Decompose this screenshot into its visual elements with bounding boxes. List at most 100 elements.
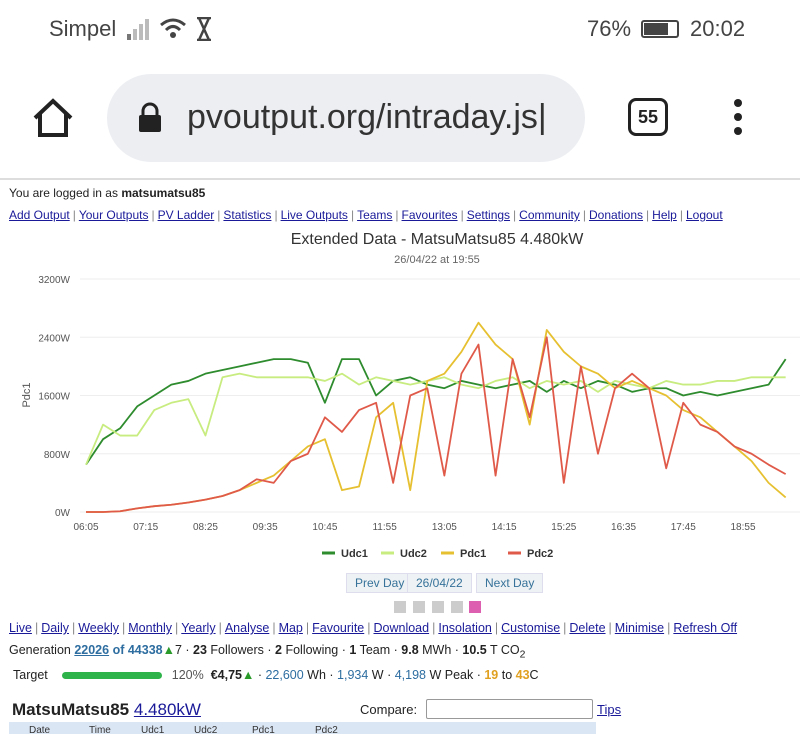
- separator: |: [582, 208, 586, 222]
- separator: |: [350, 208, 355, 222]
- link-yearly[interactable]: Yearly: [181, 621, 216, 635]
- status-bar: Simpel 76% 20:02: [0, 0, 800, 58]
- separator: |: [679, 208, 683, 222]
- separator: |: [272, 621, 276, 635]
- link-download[interactable]: Download: [373, 621, 430, 635]
- y-tick-label: 0W: [55, 508, 71, 519]
- prev-day-button[interactable]: Prev Day: [346, 573, 414, 593]
- separator: |: [667, 621, 671, 635]
- y-tick-label: 3200W: [38, 275, 70, 286]
- address-bar[interactable]: pvoutput.org/intraday.js|: [107, 74, 585, 162]
- separator: |: [122, 621, 126, 635]
- x-tick-label: 18:55: [730, 522, 755, 533]
- x-tick-label: 09:35: [253, 522, 278, 533]
- x-tick-label: 11:55: [372, 522, 397, 533]
- separator: |: [305, 621, 310, 635]
- tab-switcher-button[interactable]: 55: [628, 98, 668, 136]
- up-arrow-icon: ▲: [162, 643, 175, 657]
- separator: |: [367, 621, 371, 635]
- separator: |: [217, 208, 221, 222]
- carrier: Simpel: [49, 16, 117, 41]
- col-date: Date: [29, 725, 51, 736]
- nav-link-live-outputs[interactable]: Live Outputs: [280, 208, 348, 222]
- battery-icon: [641, 20, 679, 38]
- series-line-pdc2: [86, 336, 787, 513]
- target-stats: Target 120% €4,75▲ · 22,600 Wh · 1,934 W …: [13, 668, 539, 682]
- table-header: Date Time Udc1 Udc2 Pdc1 Pdc2: [9, 722, 596, 736]
- separator: |: [563, 621, 567, 635]
- page-dot-active[interactable]: [469, 601, 481, 613]
- nav-link-help[interactable]: Help: [652, 208, 677, 222]
- link-delete[interactable]: Delete: [569, 621, 606, 635]
- separator: |: [395, 208, 399, 222]
- series-line-pdc1: [86, 321, 787, 513]
- hourglass-icon: [197, 17, 211, 41]
- login-info: You are logged in as matsumatsu85: [9, 186, 206, 200]
- col-time: Time: [89, 725, 111, 736]
- link-favourite[interactable]: Favourite: [312, 621, 365, 635]
- separator: |: [513, 208, 517, 222]
- y-tick-label: 1600W: [38, 392, 70, 403]
- lock-icon: [139, 102, 161, 132]
- tips-link[interactable]: Tips: [597, 702, 622, 717]
- separator: |: [646, 208, 650, 222]
- col-pdc1: Pdc1: [252, 725, 275, 736]
- link-monthly[interactable]: Monthly: [128, 621, 173, 635]
- date-button[interactable]: 26/04/22: [407, 573, 472, 593]
- y-tick-label: 2400W: [38, 333, 70, 344]
- chart-title: Extended Data - MatsuMatsu85 4.480kW: [290, 231, 584, 248]
- home-icon[interactable]: [32, 98, 74, 138]
- compare-input[interactable]: [426, 699, 593, 719]
- link-customise[interactable]: Customise: [501, 621, 561, 635]
- rank-link[interactable]: 22026: [74, 643, 110, 657]
- x-tick-label: 15:25: [551, 522, 576, 533]
- system-heading: MatsuMatsu85 4.480kW: [12, 700, 201, 719]
- x-tick-label: 13:05: [432, 522, 457, 533]
- page-dot[interactable]: [413, 601, 425, 613]
- link-live[interactable]: Live: [9, 621, 32, 635]
- system-size-link[interactable]: 4.480kW: [133, 700, 201, 719]
- nav-link-settings[interactable]: Settings: [466, 208, 511, 222]
- browser-toolbar: pvoutput.org/intraday.js| 55: [0, 58, 800, 180]
- link-refresh-off[interactable]: Refresh Off: [673, 621, 738, 635]
- legend-label-pdc1: Pdc1: [460, 548, 486, 560]
- link-analyse[interactable]: Analyse: [224, 621, 270, 635]
- next-day-button[interactable]: Next Day: [476, 573, 544, 593]
- intraday-chart: 0W 800W 1600W 2400W 3200W 06:05 07:15 08:25 09:3…: [21, 275, 800, 560]
- page-dot[interactable]: [432, 601, 444, 613]
- chart-subtitle: 26/04/22 at 19:55: [394, 254, 480, 266]
- separator: |: [494, 621, 499, 635]
- link-daily[interactable]: Daily: [41, 621, 69, 635]
- nav-link-statistics[interactable]: Statistics: [223, 208, 272, 222]
- series-line-udc2: [85, 372, 786, 466]
- x-tick-label: 17:45: [671, 522, 696, 533]
- page-dot[interactable]: [451, 601, 463, 613]
- menu-icon[interactable]: [732, 98, 744, 138]
- compare-label: Compare:: [360, 702, 418, 717]
- nav-link-logout[interactable]: Logout: [685, 208, 723, 222]
- x-tick-label: 06:05: [73, 522, 98, 533]
- signal-icon: [127, 19, 149, 40]
- link-insolation[interactable]: Insolation: [438, 621, 492, 635]
- clock: 20:02: [690, 16, 746, 41]
- nav-link-donations[interactable]: Donations: [588, 208, 644, 222]
- link-map[interactable]: Map: [278, 621, 303, 635]
- nav-link-teams[interactable]: Teams: [357, 208, 393, 222]
- y-axis-label: Pdc1: [21, 382, 33, 407]
- col-udc2: Udc2: [194, 725, 218, 736]
- page-dot[interactable]: [394, 601, 406, 613]
- y-tick-label: 800W: [44, 450, 71, 461]
- link-minimise[interactable]: Minimise: [614, 621, 665, 635]
- nav-link-pv-ladder[interactable]: PV Ladder: [157, 208, 215, 222]
- nav-link-favourites[interactable]: Favourites: [401, 208, 458, 222]
- url-text[interactable]: pvoutput.org/intraday.js|: [187, 98, 547, 136]
- nav-link-add-output[interactable]: Add Output: [9, 208, 70, 222]
- nav-link-community[interactable]: Community: [519, 208, 580, 222]
- x-tick-label: 14:15: [492, 522, 517, 533]
- main-nav: Add Output | Your Outputs | PV Ladder | Statis…: [9, 208, 723, 222]
- nav-link-your-outputs[interactable]: Your Outputs: [78, 208, 149, 222]
- separator: |: [460, 208, 464, 222]
- x-tick-label: 07:15: [133, 522, 158, 533]
- link-weekly[interactable]: Weekly: [78, 621, 119, 635]
- username: matsumatsu85: [121, 186, 206, 200]
